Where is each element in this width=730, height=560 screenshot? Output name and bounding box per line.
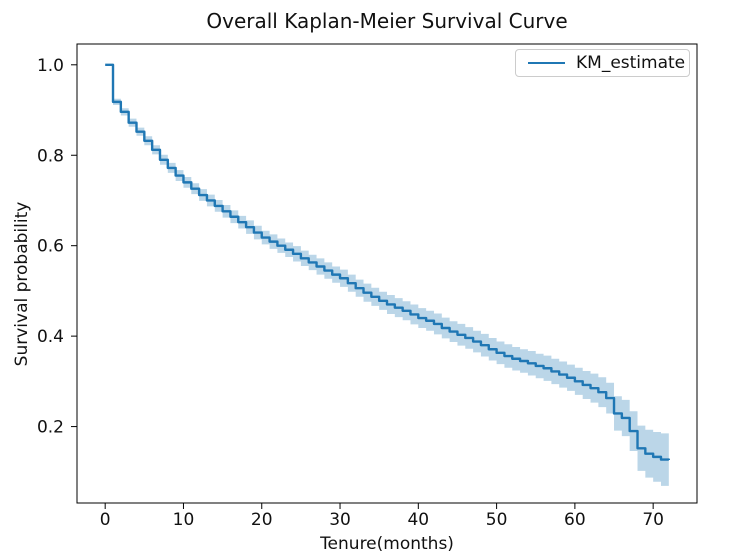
legend-line-sample (528, 62, 565, 64)
y-tick-label: 0.4 (37, 327, 64, 347)
confidence-band (105, 64, 669, 488)
km-curve-line (105, 63, 671, 461)
y-tick-label: 0.2 (37, 418, 64, 438)
y-tick-label: 0.8 (37, 146, 64, 166)
x-tick-label: 60 (564, 510, 586, 530)
chart-title: Overall Kaplan-Meier Survival Curve (206, 9, 568, 33)
x-tick-label: 20 (251, 510, 273, 530)
x-tick-label: 0 (100, 510, 111, 530)
x-tick-label: 70 (642, 510, 664, 530)
x-tick-label: 10 (173, 510, 195, 530)
legend-label: KM_estimate (576, 53, 686, 73)
y-tick-label: 0.6 (37, 237, 64, 257)
y-axis-label: Survival probability (12, 201, 32, 367)
y-tick-label: 1.0 (37, 56, 64, 76)
axes-spines (76, 43, 698, 504)
x-tick-label: 50 (486, 510, 508, 530)
x-tick-label: 40 (407, 510, 429, 530)
legend: KM_estimate (515, 49, 690, 77)
x-axis-label: Tenure(months) (320, 534, 454, 554)
x-tick-label: 30 (329, 510, 351, 530)
